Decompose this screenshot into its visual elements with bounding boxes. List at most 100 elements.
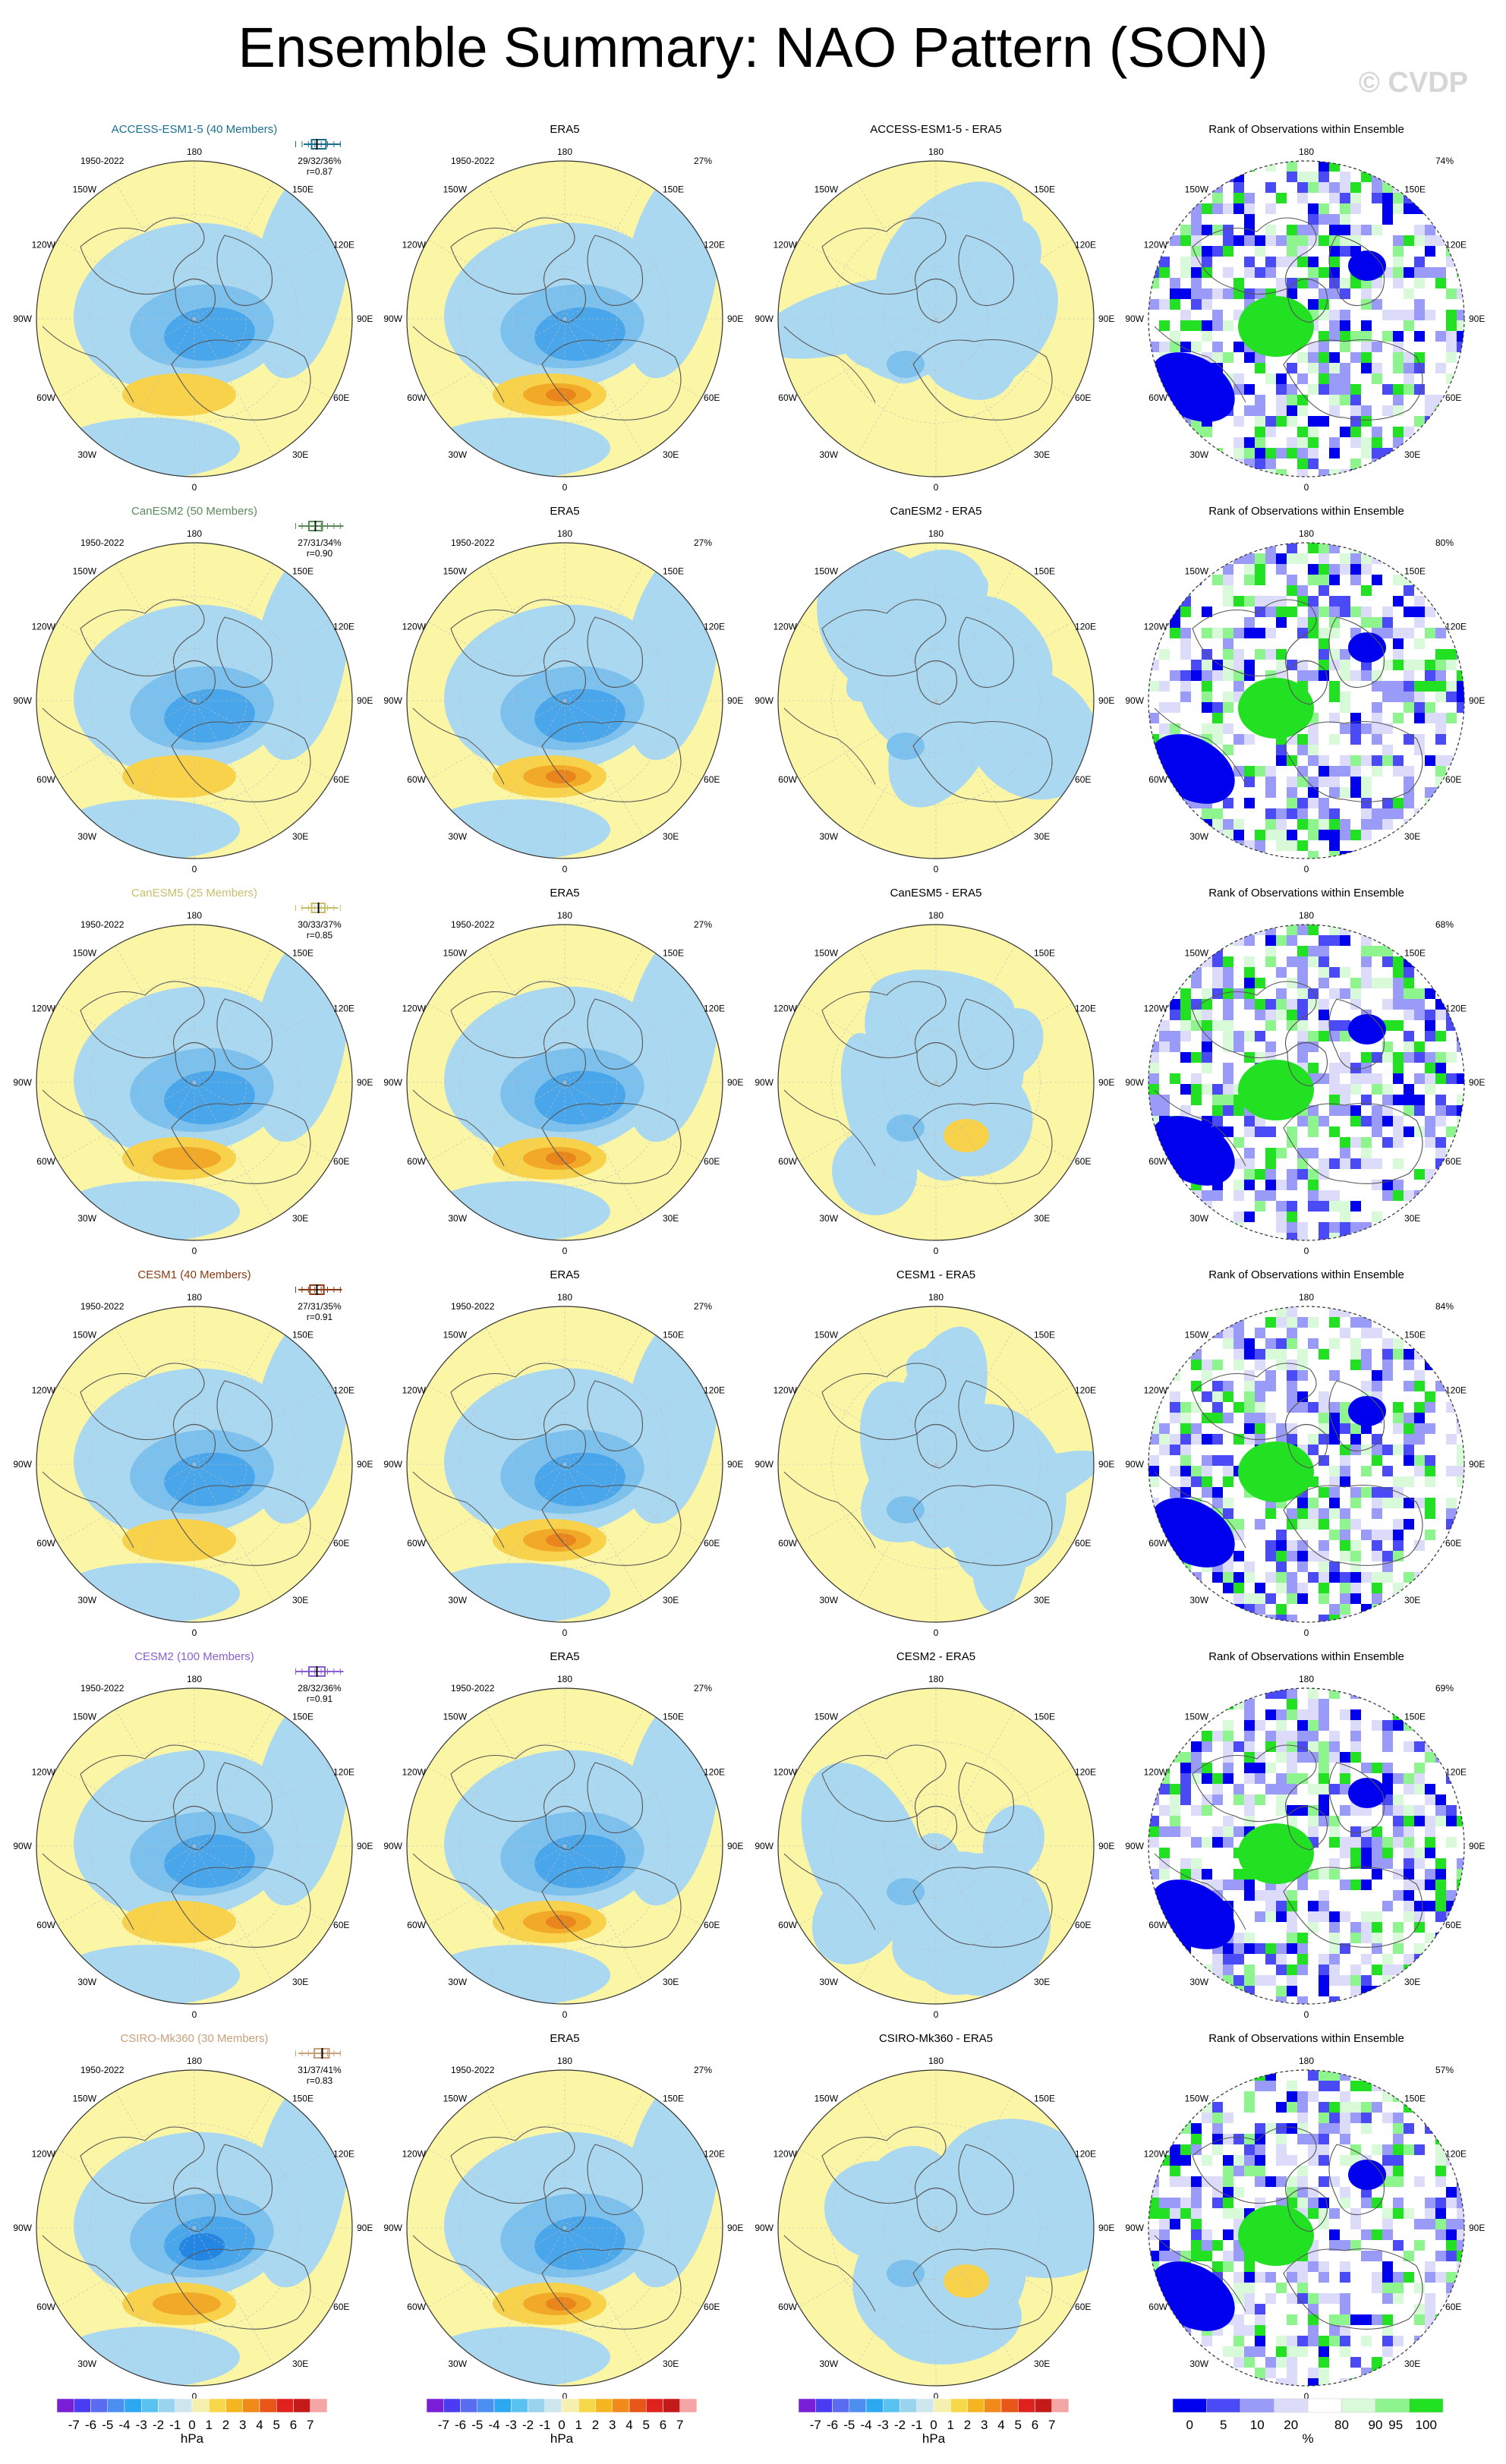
rank-cell — [1180, 437, 1191, 448]
rank-cell — [1393, 1794, 1404, 1805]
rank-cell — [1191, 1837, 1202, 1848]
graticule-line — [935, 1709, 1016, 1847]
rank-cell — [1350, 1720, 1361, 1731]
coastline-west — [42, 2235, 134, 2312]
rank-cell — [1404, 840, 1414, 851]
rank-cell — [1223, 649, 1233, 660]
rank-cell — [1319, 2357, 1329, 2368]
rank-cell — [1287, 225, 1297, 235]
rank-cell — [1319, 999, 1329, 1010]
map-label-top: 180 — [187, 1292, 202, 1303]
map-label-left-mid: 90W — [383, 1841, 402, 1851]
rank-cell — [1170, 585, 1180, 596]
rank-cell — [1255, 1720, 1265, 1731]
rank-cell — [1276, 2346, 1287, 2357]
rank-cell — [1446, 1593, 1457, 1604]
rank-cell — [1372, 1381, 1382, 1391]
map-boundary — [777, 924, 1095, 1241]
rank-cell — [1287, 575, 1297, 585]
rank-cell — [1265, 2368, 1276, 2378]
rank-cell — [1382, 203, 1393, 214]
rank-cell — [1393, 1423, 1404, 1434]
rank-cell — [1180, 607, 1191, 617]
rank-cell — [1414, 1911, 1425, 1922]
rank-cell — [1404, 988, 1414, 999]
rank-cell — [1372, 1328, 1382, 1338]
rank-cell — [1212, 628, 1223, 638]
graticule-line — [194, 700, 274, 838]
rank-cell — [1414, 1784, 1425, 1794]
graticule-line — [427, 1845, 566, 1926]
rank-cell — [1319, 1709, 1329, 1720]
rank-cell — [1329, 1784, 1340, 1794]
rank-cell — [1170, 1031, 1180, 1041]
map-label-upper-left: 150W — [1185, 2094, 1209, 2104]
rank-cell — [1287, 1540, 1297, 1551]
rank-cell — [1244, 596, 1255, 607]
map-label-top: 180 — [557, 1674, 572, 1684]
graticule-line — [427, 1464, 566, 1544]
rank-cell — [1319, 1975, 1329, 1986]
rank-cell — [1414, 2283, 1425, 2293]
colorbar-tick-label: 7 — [676, 2418, 683, 2432]
rank-cell — [1212, 1434, 1223, 1445]
rank-cell — [1308, 575, 1319, 585]
map-label-bottom: 0 — [1304, 2009, 1309, 2020]
rank-cell — [1457, 1402, 1464, 1413]
rank-cell — [1212, 956, 1223, 967]
rank-cell — [1319, 935, 1329, 946]
rank-cell — [1297, 988, 1308, 999]
rank-cell — [1212, 713, 1223, 723]
rank-cell — [1191, 267, 1202, 278]
rank-cell — [1319, 1741, 1329, 1752]
rank-cell — [1159, 2113, 1170, 2123]
rank-cell — [1340, 660, 1350, 670]
negative-diff-contour — [887, 733, 925, 760]
rank-cell — [1404, 1498, 1414, 1508]
rank-cell — [1404, 1604, 1414, 1615]
colorbar-swatch — [124, 2398, 142, 2413]
rank-cell — [1457, 1041, 1464, 1052]
rank-cell — [1350, 777, 1361, 787]
colorbar-tick-label: -4 — [860, 2418, 871, 2432]
map-label-left-upper: 120W — [773, 239, 798, 250]
rank-cell — [1180, 1784, 1191, 1794]
map-label-left-upper: 120W — [402, 2148, 427, 2159]
rank-cell — [1319, 1073, 1329, 1084]
rank-cell — [1404, 1381, 1414, 1391]
map-label-left-upper: 120W — [32, 239, 56, 250]
map-label-upper-right: 150E — [292, 948, 313, 959]
rank-cell — [1340, 2261, 1350, 2272]
rank-cell — [1202, 1763, 1212, 1773]
graticule-line — [57, 700, 195, 780]
rank-cell — [1212, 2240, 1223, 2251]
rank-cell — [1319, 1752, 1329, 1763]
graticule-circle — [142, 1794, 247, 1898]
map-label-right-upper: 120E — [333, 239, 354, 250]
map-boundary — [1148, 1306, 1465, 1623]
rank-cell — [1255, 596, 1265, 607]
obs-map-fill — [407, 543, 723, 859]
rank-cell — [1170, 1794, 1180, 1805]
rank-cell — [1350, 1423, 1361, 1434]
rank-cell — [1159, 193, 1170, 203]
rank-cell — [1393, 1338, 1404, 1349]
rank-cell — [1329, 2070, 1340, 2081]
rank-cell — [1233, 2346, 1244, 2357]
rank-cell — [1148, 798, 1159, 808]
rank-cell — [1329, 214, 1340, 225]
graticule-line — [799, 318, 937, 399]
rank-cell — [1308, 1031, 1319, 1041]
rank-cell — [1425, 2219, 1435, 2229]
rank-cell — [1148, 1954, 1159, 1965]
rank-cell — [1404, 766, 1414, 777]
rank-cell — [1297, 2091, 1308, 2102]
map-label-upper-right: 150E — [1404, 948, 1426, 959]
rank-cell — [1223, 670, 1233, 681]
rank-cell — [1319, 660, 1329, 670]
rank-cell — [1435, 1731, 1446, 1741]
map-boundary — [1148, 1687, 1465, 2005]
rank-cell — [1297, 1052, 1308, 1063]
rank-cell — [1404, 1880, 1414, 1890]
rank-cell — [1148, 1306, 1159, 1317]
